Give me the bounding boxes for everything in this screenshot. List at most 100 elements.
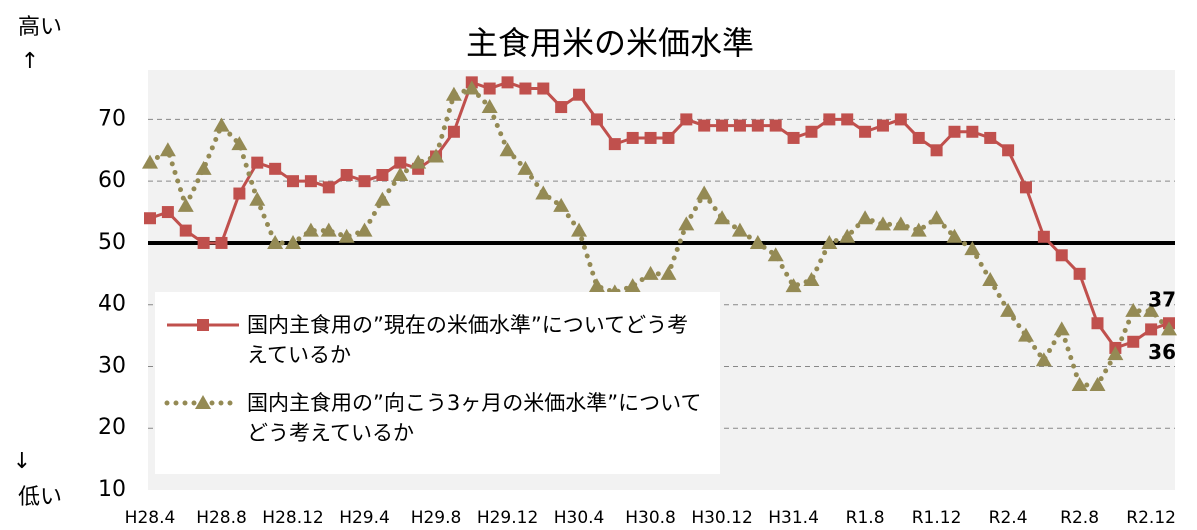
point [555,101,568,114]
point [874,216,891,231]
x-tick-label: H30.8 [625,508,676,528]
point [876,119,889,132]
point [1055,249,1068,262]
point [499,142,516,157]
x-tick-label: H30.4 [554,508,605,528]
point [731,222,748,237]
legend-item: 国内主食用の”向こう3ヶ月の米価水準”についてどう考えているか [155,388,707,448]
point [966,125,979,138]
point [751,119,764,132]
point [195,160,212,175]
x-tick-label: R1.12 [912,508,962,528]
point [320,222,337,237]
point [716,119,729,132]
point [839,228,856,243]
point [767,247,784,262]
point [1071,377,1088,391]
point [1037,230,1050,243]
low-label: 低い [18,485,62,510]
point [463,80,480,95]
y-tick-label: 30 [98,353,126,378]
point [928,210,945,225]
point [662,131,675,144]
point [857,210,874,225]
x-tick-label: R2.12 [1126,508,1176,528]
x-tick-label: H28.8 [196,508,247,528]
legend-text: 国内主食用の”向こう3ヶ月の米価水準”についてどう考えているか [247,391,702,445]
low-arrow: ↓ [13,449,31,474]
point [678,216,695,231]
point [1019,181,1032,194]
point [517,160,534,175]
point [841,113,854,126]
point [892,216,909,231]
point [964,241,981,256]
legend-swatch [164,395,242,409]
point [428,148,445,163]
point [358,175,371,188]
point [624,278,641,293]
point [660,265,677,280]
point [787,131,800,144]
y-tick-label: 10 [98,477,126,502]
point [302,222,319,237]
point [894,113,907,126]
y-tick-label: 50 [98,230,126,255]
point [159,142,176,157]
point [749,234,766,249]
point [859,125,872,138]
point [231,136,248,151]
point [553,197,570,212]
x-tick-label: H30.12 [691,508,752,528]
point [1127,335,1140,348]
high-label: 高い [18,15,62,40]
point [1089,377,1106,391]
point [733,119,746,132]
point [769,119,782,132]
point [1125,302,1142,317]
x-tick-label: H29.12 [477,508,538,528]
point [447,125,460,138]
point [1035,352,1052,367]
point [144,212,156,225]
y-tick-label: 60 [98,168,126,193]
point [696,185,713,200]
point [644,131,657,144]
point [376,169,389,181]
point [912,131,925,144]
point [1053,321,1070,336]
point [356,222,373,237]
series-line [149,80,1170,350]
point [161,206,174,219]
point [535,185,552,200]
x-tick-label: H28.12 [262,508,323,528]
point [1143,302,1160,317]
point [982,272,999,286]
point [805,125,818,138]
point [394,156,407,169]
point [1091,317,1104,330]
point [1161,321,1177,336]
x-tick-label: R2.4 [989,508,1028,528]
point [1002,144,1015,157]
point [821,234,838,249]
point [340,169,353,181]
point [680,113,693,126]
point [233,187,246,200]
x-tick-label: H28.4 [125,508,176,528]
point [501,76,514,89]
point [338,228,355,243]
point [698,119,711,132]
high-arrow: ↑ [21,49,39,74]
point [215,236,228,249]
point [374,191,391,206]
chart-title: 主食用米の米価水準 [466,24,754,62]
point [590,113,603,126]
y-tick-label: 70 [98,106,126,131]
legend-marker [197,319,209,331]
point [213,117,230,132]
point [930,144,943,157]
point [483,82,496,95]
point [608,138,621,151]
